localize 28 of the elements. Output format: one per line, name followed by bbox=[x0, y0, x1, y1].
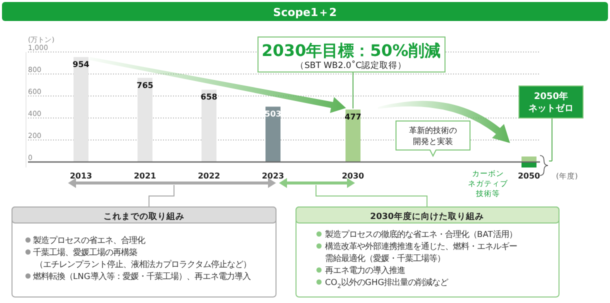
data-label: 765 bbox=[136, 80, 154, 90]
x-tick-label: 2050 bbox=[518, 172, 541, 180]
data-label: 503 bbox=[264, 110, 282, 119]
annotation: ネットゼロ bbox=[528, 103, 574, 114]
x-tick-label: 2030 bbox=[342, 172, 365, 180]
annotation: 開発と実装 bbox=[413, 137, 453, 146]
chart-title: Scope1＋2 bbox=[273, 6, 337, 19]
annotation: （SBT WB2.0˚C認定取得） bbox=[295, 60, 407, 71]
text: 製造プロセスの省エネ、合理化 bbox=[33, 235, 145, 245]
x-tick-label: 2023 bbox=[262, 172, 284, 180]
text: これまでの取り組み bbox=[104, 211, 184, 222]
data-label: 658 bbox=[200, 92, 218, 102]
text: 2030年度に向けた取り組み bbox=[370, 211, 484, 222]
text: 構造改革や外部連携推進を通じた、燃料・エネルギー bbox=[325, 241, 517, 251]
x-tick-label: 2021 bbox=[134, 172, 157, 180]
x-tick-label: 2022 bbox=[198, 172, 220, 180]
annotation: 2030年目標：50%削減 bbox=[262, 41, 440, 60]
text: 需給最適化（愛媛・千葉工場等） bbox=[325, 253, 445, 263]
text: 千葉工場、愛媛工場の再構築 bbox=[33, 247, 137, 257]
data-label: 954 bbox=[72, 60, 90, 70]
text: 燃料転換（LNG導入等：愛媛・千葉工場）、再エネ電力導入 bbox=[33, 271, 250, 281]
annotation: 革新的技術の bbox=[409, 126, 457, 135]
x-tick-label: 2013 bbox=[70, 172, 92, 180]
text: CO$_{2}$以外のGHG排出量の削減など bbox=[325, 277, 448, 290]
text: （エチレンプラント停止、液相法カプロラクタム停止など） bbox=[35, 259, 251, 269]
text: 製造プロセスの徹底的な省エネ・合理化（BAT活用） bbox=[325, 229, 517, 239]
annotation: 2050年 bbox=[534, 91, 568, 102]
text: 再エネ電力の導入推進 bbox=[325, 265, 405, 275]
